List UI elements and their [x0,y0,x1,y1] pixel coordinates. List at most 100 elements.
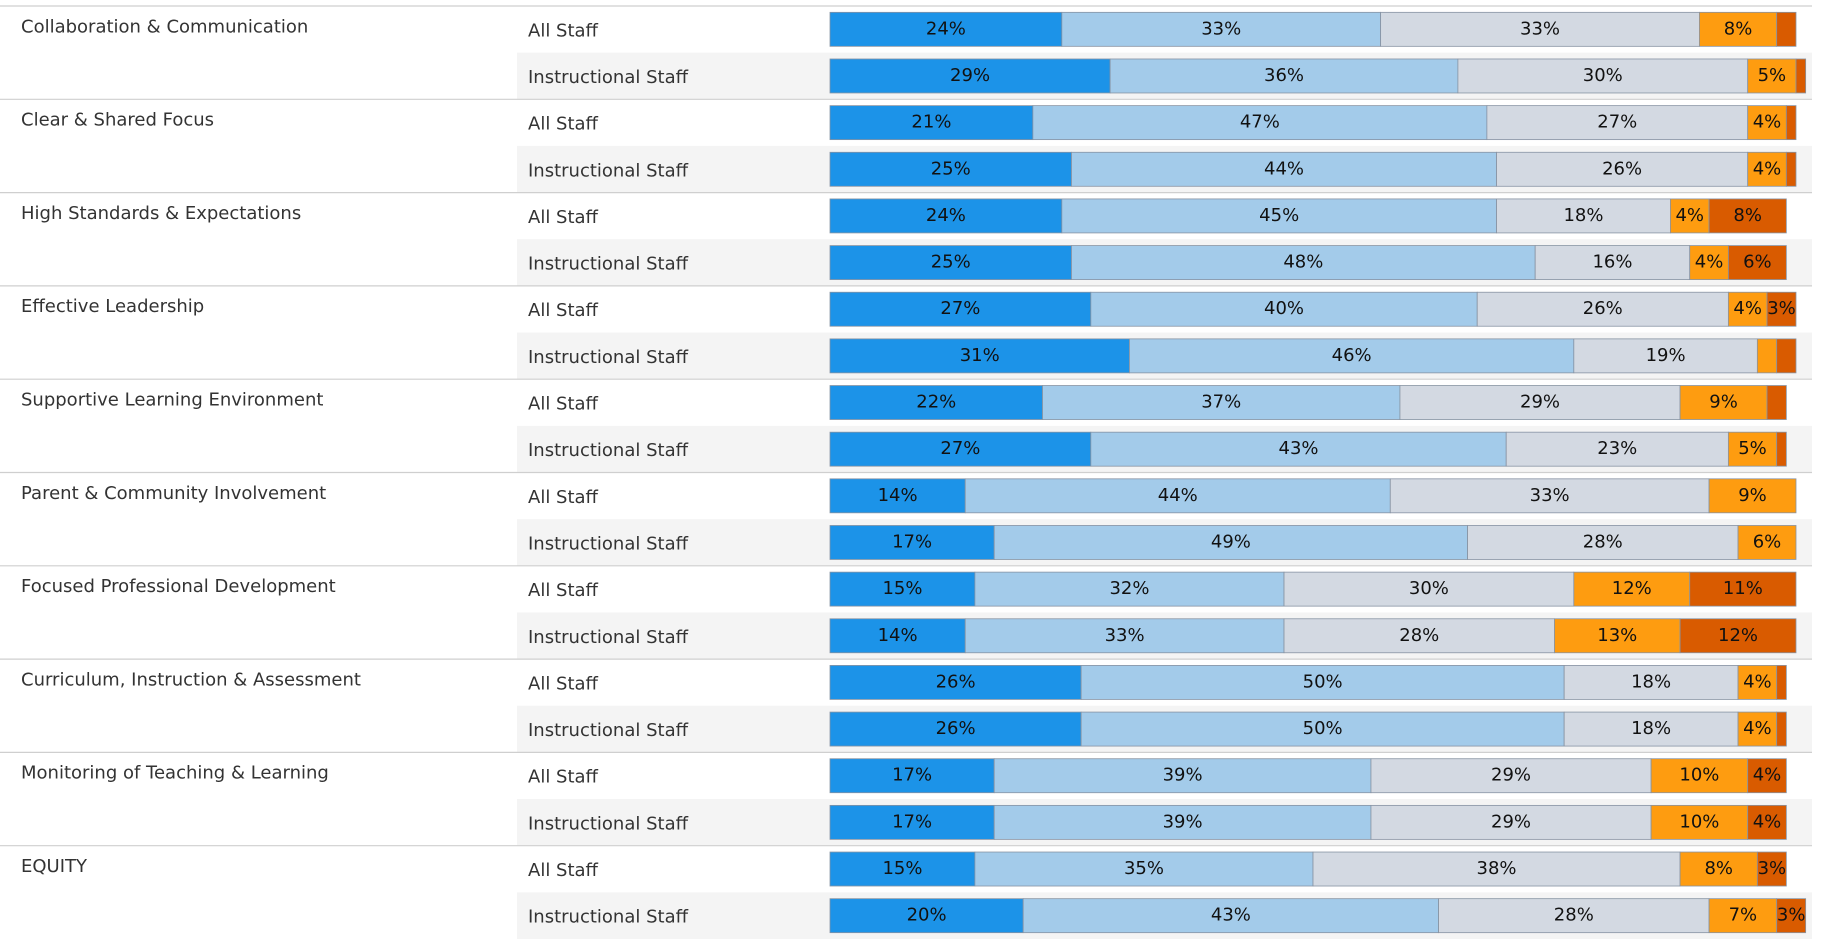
segment-label: 17% [892,531,932,552]
row-label: All Staff [528,580,599,601]
bar-segment [1650,804,1749,840]
bar-segment [1795,58,1807,94]
bar-segment [829,758,995,794]
row-label: Instructional Staff [528,254,689,275]
bar-segment [1573,338,1758,374]
bar-segment [1776,665,1787,700]
segment-label: 28% [1399,625,1439,646]
row-label: Instructional Staff [528,67,689,88]
bar-segment [964,478,1391,514]
bar-segment [829,338,1130,374]
segment-label: 4% [1743,718,1772,739]
bar-segment [1679,385,1768,420]
bar-segment [1080,665,1565,700]
segment-label: 29% [1491,811,1531,832]
bar-segment [1776,338,1797,374]
group-label: Monitoring of Teaching & Learning [21,763,329,784]
bar-segment [1370,758,1652,794]
row-label: Instructional Staff [528,533,689,554]
bar-segment [1496,198,1671,234]
segment-label: 28% [1583,531,1623,552]
bar-segment [829,151,1072,187]
group-label: Focused Professional Development [21,576,336,597]
bar-segment [1312,851,1681,887]
segment-label: 23% [1597,438,1637,459]
bar-segment [829,198,1063,234]
segment-label: 31% [960,345,1000,366]
row-label: All Staff [528,207,599,228]
bar-segment [1071,151,1497,187]
segment-label: 40% [1264,298,1304,319]
segment-label: 3% [1777,905,1806,926]
group-label: Curriculum, Instruction & Assessment [21,669,361,690]
bar-segment [1399,385,1681,420]
segment-label: 19% [1646,345,1686,366]
segment-label: 18% [1631,718,1671,739]
segment-label: 15% [882,858,922,879]
segment-label: 17% [892,811,932,832]
bar-segment [1747,151,1787,187]
segment-label: 4% [1675,205,1704,226]
segment-label: 50% [1303,671,1343,692]
row-label: All Staff [528,860,599,881]
segment-label: 26% [1602,158,1642,179]
segment-label: 30% [1583,65,1623,86]
segment-label: 43% [1279,438,1319,459]
segment-label: 14% [878,625,918,646]
bar-segment [1756,851,1787,887]
bar-segment [1785,151,1797,187]
row-label: Instructional Staff [528,627,689,648]
segment-label: 10% [1679,765,1719,786]
segment-label: 17% [892,765,932,786]
segment-label: 33% [1105,625,1145,646]
segment-label: 46% [1332,345,1372,366]
segment-label: 29% [1491,765,1531,786]
bar-segment [1708,478,1797,514]
bar-segment [829,898,1024,934]
segment-label: 39% [1163,765,1203,786]
bar-segment [1727,431,1778,467]
bar-segment [1080,711,1565,747]
segment-label: 48% [1283,252,1323,273]
segment-label: 9% [1738,485,1767,506]
bar-segment [829,804,995,840]
group-label: Effective Leadership [21,296,204,317]
row-label: All Staff [528,673,599,694]
bar-segment [1679,851,1758,887]
bar-segment [993,525,1468,560]
row-label: All Staff [528,487,599,508]
bar-segment [1650,758,1749,794]
bar-segment [1467,525,1739,560]
segment-label: 4% [1753,811,1782,832]
bar-segment [1776,711,1787,747]
segment-label: 18% [1631,671,1671,692]
segment-label: 27% [940,438,980,459]
group-label: Supportive Learning Environment [21,390,323,411]
bar-segment [1747,758,1787,794]
segment-label: 4% [1753,765,1782,786]
bar-segment [1776,898,1807,934]
bar-segment [829,851,976,887]
segment-label: 6% [1743,252,1772,273]
row-label: Instructional Staff [528,813,689,834]
bar-segment [1766,291,1797,327]
segment-label: 16% [1592,252,1632,273]
segment-label: 26% [936,671,976,692]
bar-segment [1109,58,1459,94]
bar-segment [1785,105,1797,141]
segment-label: 8% [1724,18,1753,39]
bar-segment [1022,898,1439,934]
row-label: All Staff [528,394,599,415]
bar-segment [1283,618,1555,654]
segment-label: 29% [950,65,990,86]
row-label: All Staff [528,767,599,788]
bar-segment [829,431,1092,467]
row-label: Instructional Staff [528,160,689,181]
bar-segment [1534,245,1691,280]
segment-label: 4% [1695,252,1724,273]
segment-label: 4% [1753,112,1782,133]
segment-label: 3% [1758,858,1787,879]
bar-segment [1776,11,1797,47]
segment-label: 25% [931,158,971,179]
